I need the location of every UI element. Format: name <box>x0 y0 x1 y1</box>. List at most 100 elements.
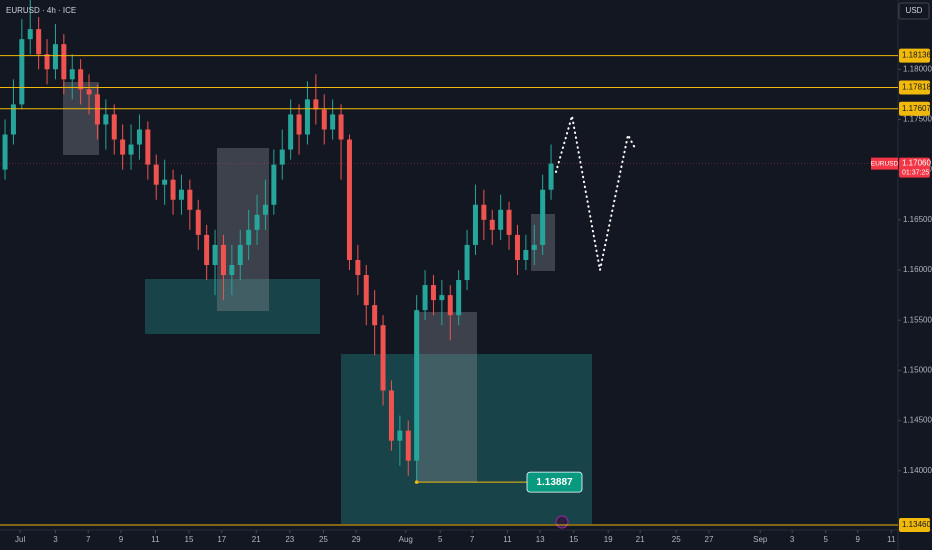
candle-body <box>489 219 495 230</box>
candle-body <box>246 229 252 245</box>
last-price-tag <box>899 157 930 178</box>
x-tick-label: 9 <box>119 535 124 544</box>
candle-body <box>279 149 285 165</box>
range-box <box>217 148 269 311</box>
candle-body <box>372 305 378 326</box>
candle-body <box>338 114 344 140</box>
currency-box <box>898 2 930 20</box>
candle-body <box>69 69 75 80</box>
candle-body <box>506 209 512 235</box>
x-tick-label: 17 <box>217 535 226 544</box>
candle-body <box>498 209 504 230</box>
candle-body <box>27 29 33 40</box>
candle-body <box>254 214 260 230</box>
x-tick-label: 5 <box>824 535 829 544</box>
candle-body <box>36 29 42 55</box>
candle-body <box>111 114 117 140</box>
x-tick-label: 3 <box>53 535 58 544</box>
range-box <box>416 312 477 482</box>
candle-body <box>540 189 546 245</box>
candle-body <box>229 265 235 276</box>
x-tick-label: 21 <box>252 535 261 544</box>
y-tick-label: 1.15500 <box>903 315 932 324</box>
candle-body <box>304 99 310 135</box>
candle-body <box>380 325 386 391</box>
candle-body <box>447 295 453 316</box>
x-tick-label: 7 <box>86 535 91 544</box>
x-tick-label: 29 <box>352 535 361 544</box>
x-tick-label: 7 <box>470 535 475 544</box>
candle-body <box>220 244 226 276</box>
candle-body <box>120 139 126 155</box>
candle-body <box>145 129 151 165</box>
candle-body <box>86 89 92 95</box>
candle-body <box>321 109 327 130</box>
key-level-tag <box>899 48 930 63</box>
x-tick-label: 15 <box>569 535 578 544</box>
candle-body <box>10 104 16 135</box>
currency: USD <box>906 6 923 15</box>
last-price-label: 1.17060 <box>902 159 931 168</box>
x-tick-label: 15 <box>185 535 194 544</box>
y-tick-label: 1.15000 <box>903 366 932 375</box>
x-tick-label: 25 <box>319 535 328 544</box>
countdown: 01:37:25 <box>902 169 929 176</box>
annotation-box <box>526 471 583 493</box>
event-icon <box>555 515 569 529</box>
x-tick-label: 27 <box>705 535 714 544</box>
candle-body <box>430 285 436 301</box>
candle-body <box>153 164 159 185</box>
candle-body <box>296 114 302 135</box>
candle-body <box>472 204 478 245</box>
y-tick-label: 1.16000 <box>903 265 932 274</box>
candle-body <box>78 69 84 90</box>
x-tick-label: 3 <box>790 535 795 544</box>
candle-body <box>44 54 50 70</box>
projection-path <box>555 115 637 271</box>
x-tick-label: Sep <box>753 535 768 544</box>
candle-body <box>94 94 100 125</box>
candle-body <box>162 179 168 185</box>
y-tick-label: 1.18000 <box>903 64 932 73</box>
candle-body <box>456 280 462 316</box>
candle-body <box>2 134 8 170</box>
annotation-dot <box>414 480 419 484</box>
key-level-label: 1.17607 <box>902 104 931 113</box>
y-tick-label: 1.17500 <box>903 115 932 124</box>
candle-body <box>363 275 369 306</box>
y-tick-label: 1.14000 <box>903 466 932 475</box>
candle-body <box>204 234 210 265</box>
candle-body <box>61 44 67 80</box>
x-tick-label: 9 <box>855 535 860 544</box>
candle-body <box>523 249 529 260</box>
x-tick-label: 5 <box>438 535 443 544</box>
symbol-tag <box>871 157 898 170</box>
candle-body <box>170 179 176 200</box>
key-level-label: 1.18136 <box>902 51 931 60</box>
candle-body <box>439 295 445 301</box>
candle-body <box>313 99 319 110</box>
candle-body <box>397 430 403 441</box>
candle-body <box>388 390 394 441</box>
candle-body <box>405 430 411 461</box>
candle-body <box>52 44 58 70</box>
candle-body <box>195 209 201 235</box>
x-tick-label: 21 <box>636 535 645 544</box>
candle-body <box>531 244 537 250</box>
x-tick-label: 11 <box>151 535 160 544</box>
candle-body <box>288 114 294 150</box>
x-tick-label: 23 <box>285 535 294 544</box>
x-tick-label: Jul <box>15 535 25 544</box>
plot <box>0 0 898 482</box>
candle-body <box>548 163 554 190</box>
y-tick-label: 1.14500 <box>903 416 932 425</box>
candle-body <box>237 244 243 265</box>
candle-body <box>514 234 520 260</box>
key-level-tag <box>899 80 930 95</box>
candle-body <box>355 259 361 276</box>
symbol-tag-label: EURUSD <box>871 160 899 167</box>
key-level-label: 1.13460 <box>902 520 931 529</box>
x-tick-label: 11 <box>887 535 896 544</box>
